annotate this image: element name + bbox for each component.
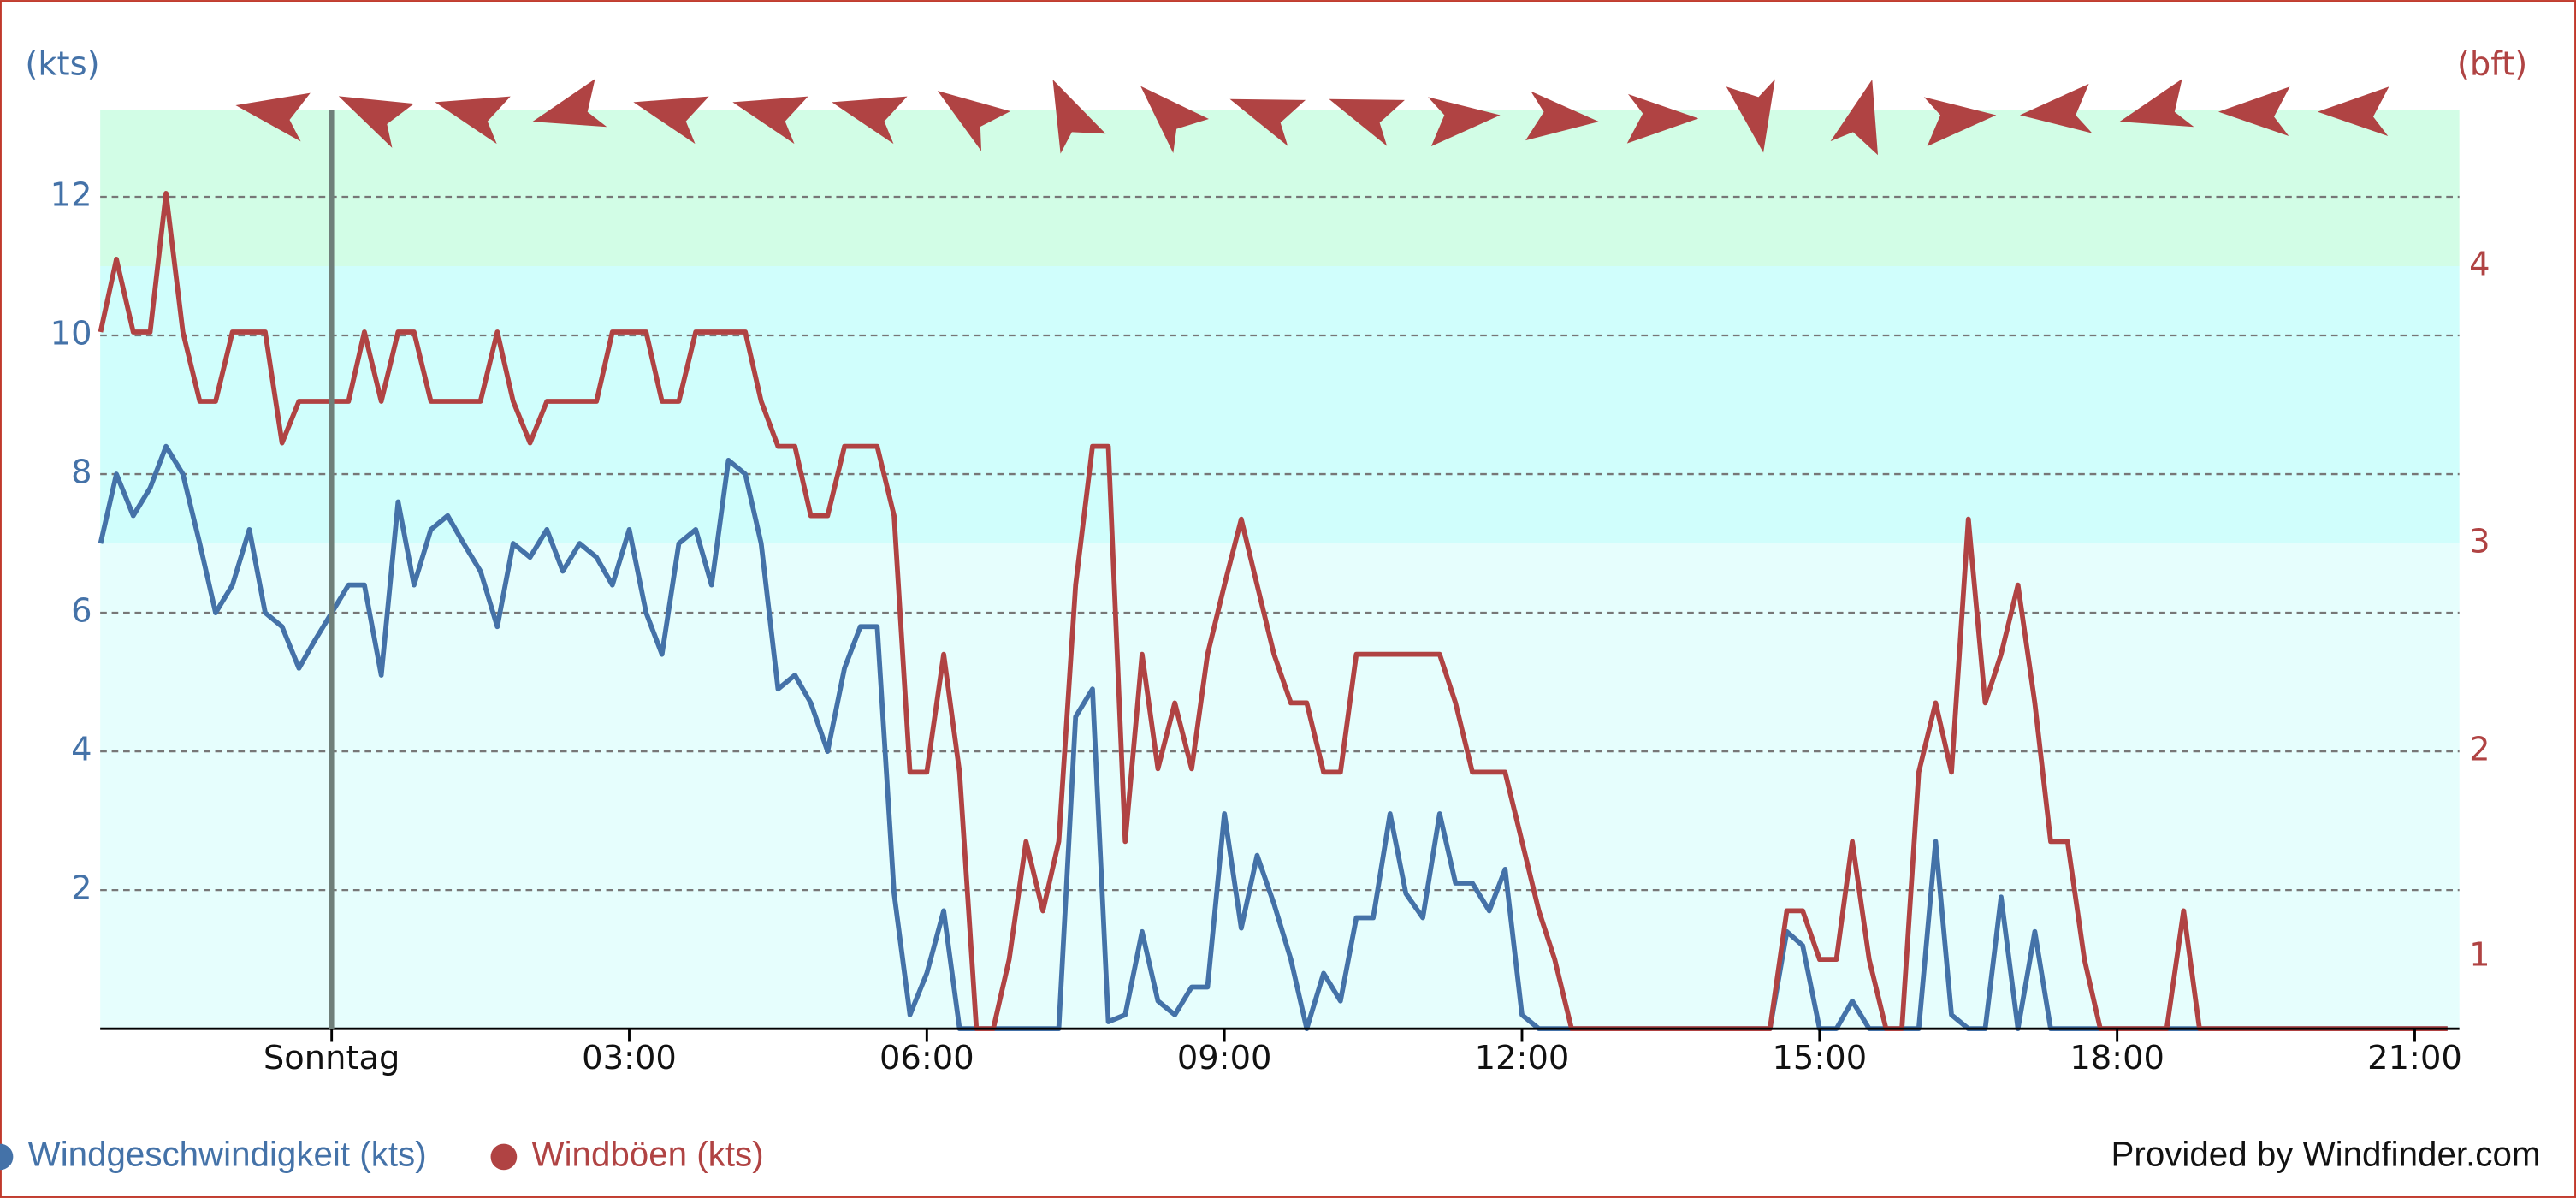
wind-arrow	[1525, 91, 1599, 141]
bft-band	[100, 265, 2460, 544]
wind-arrow	[2317, 86, 2389, 137]
y-tick-label: 10	[50, 315, 92, 353]
y-tick-label: 12	[50, 175, 92, 214]
legend-marker	[0, 1143, 14, 1171]
series-line	[98, 191, 2448, 1032]
wind-arrow	[1140, 86, 1209, 153]
wind-arrow	[1428, 97, 1501, 146]
y2-tick-label: 3	[2469, 523, 2490, 561]
wind-arrow	[832, 96, 908, 145]
wind-arrow	[1052, 79, 1106, 154]
y-tick-label: 2	[71, 869, 92, 908]
wind-arrow	[2119, 79, 2194, 128]
y2-tick-label: 1	[2469, 935, 2490, 974]
wind-arrow	[1229, 98, 1306, 146]
wind-arrow	[435, 96, 511, 145]
wind-arrow	[732, 96, 808, 145]
x-tick-label: 06:00	[879, 1039, 974, 1077]
y2-tick-label: 2	[2469, 731, 2490, 769]
legend-marker	[490, 1143, 518, 1171]
x-tick-label: 15:00	[1773, 1039, 1868, 1077]
credit: Provided by Windfinder.com	[2111, 1135, 2541, 1174]
wind-arrow	[633, 96, 709, 145]
wind-arrow	[1726, 79, 1775, 153]
wind-arrow	[235, 92, 311, 142]
legend-label: Windböen (kts)	[532, 1135, 764, 1174]
bands	[100, 110, 2460, 1029]
wind-arrow	[1329, 98, 1405, 146]
x-tick-label: 03:00	[582, 1039, 677, 1077]
y-tick-label: 8	[71, 454, 92, 492]
x-tick-label: 12:00	[1475, 1039, 1570, 1077]
wind-arrow	[338, 96, 414, 148]
wind-arrow	[937, 91, 1011, 151]
x-tick-label: Sonntag	[264, 1039, 400, 1077]
x-tick-label: 21:00	[2367, 1039, 2462, 1077]
wind-arrow	[1626, 93, 1699, 144]
bft-band	[100, 543, 2460, 1029]
y-tick-label: 6	[71, 592, 92, 631]
legend-label: Windgeschwindigkeit (kts)	[28, 1135, 427, 1174]
y2-tick-label: 4	[2469, 245, 2490, 283]
wind-arrow	[1923, 97, 1997, 146]
direction-arrows	[235, 79, 2389, 156]
legend: Windgeschwindigkeit (kts) Windböen (kts)	[0, 1135, 764, 1174]
wind-arrow	[2218, 86, 2290, 137]
wind-arrow	[1830, 79, 1879, 156]
x-tick-label: 09:00	[1177, 1039, 1272, 1077]
wind-arrow	[532, 79, 607, 128]
wind-arrow	[2019, 83, 2093, 133]
x-tick-label: 18:00	[2070, 1039, 2164, 1077]
y-tick-label: 4	[71, 731, 92, 769]
y-axis-label: (kts)	[25, 44, 99, 83]
y2-axis-label: (bft)	[2457, 44, 2527, 83]
